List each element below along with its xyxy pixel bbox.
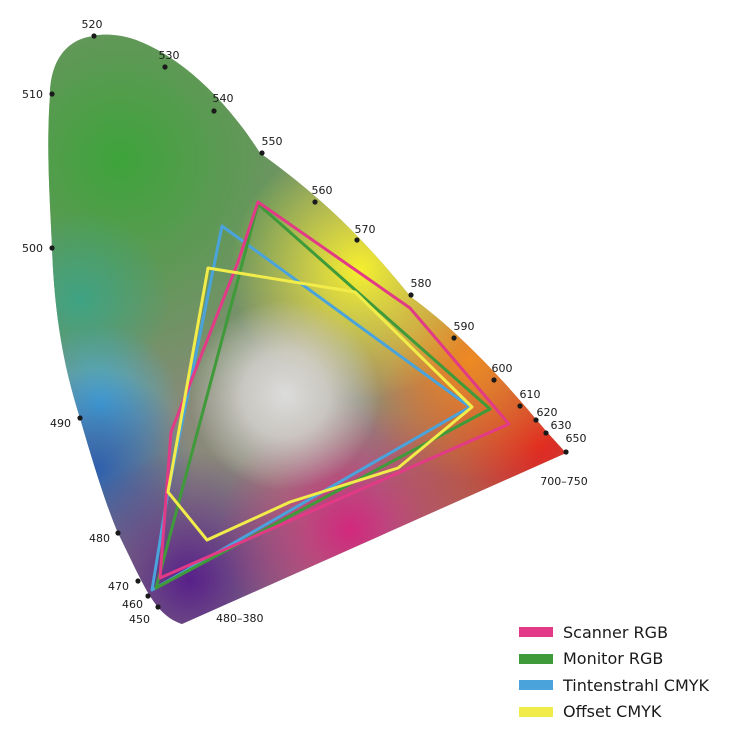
legend-label: Monitor RGB [563, 649, 664, 669]
wavelength-label: 500 [22, 242, 43, 255]
wavelength-label: 620 [537, 406, 558, 419]
legend-item-monitor-rgb: Monitor RGB [519, 646, 709, 673]
wavelength-label: 490 [50, 417, 71, 430]
legend-label: Offset CMYK [563, 702, 662, 722]
wavelength-label: 590 [454, 320, 475, 333]
legend: Scanner RGB Monitor RGB Tintenstrahl CMY… [519, 619, 709, 725]
legend-item-tintenstrahl-cmyk: Tintenstrahl CMYK [519, 672, 709, 699]
legend-swatch [519, 627, 553, 638]
wavelength-labels: 520 530 510 540 550 560 570 500 580 590 … [22, 18, 588, 626]
wavelength-label: 600 [492, 362, 513, 375]
legend-swatch [519, 680, 553, 691]
gamut-tintenstrahl-cmyk [150, 224, 472, 592]
legend-item-offset-cmyk: Offset CMYK [519, 699, 709, 726]
wavelength-label: 480 [89, 532, 110, 545]
wavelength-label: 510 [22, 88, 43, 101]
gamut-scanner-rgb [158, 200, 511, 580]
wavelength-label: 540 [213, 92, 234, 105]
legend-label: Scanner RGB [563, 622, 669, 642]
wavelength-label: 480–380 [216, 612, 264, 625]
wavelength-label: 580 [411, 277, 432, 290]
wavelength-label: 530 [159, 49, 180, 62]
wavelength-label: 560 [312, 184, 333, 197]
wavelength-label: 460 [122, 598, 143, 611]
wavelength-label: 470 [108, 580, 129, 593]
wavelength-label: 450 [129, 613, 150, 626]
wavelength-dots [49, 33, 569, 610]
wavelength-label: 630 [551, 419, 572, 432]
gamut-offset-cmyk [166, 266, 474, 542]
wavelength-label: 570 [355, 223, 376, 236]
wavelength-label: 700–750 [540, 475, 588, 488]
legend-swatch [519, 653, 553, 664]
legend-label: Tintenstrahl CMYK [563, 675, 710, 695]
legend-item-scanner-rgb: Scanner RGB [519, 619, 709, 646]
legend-swatch [519, 706, 553, 717]
wavelength-label: 610 [520, 388, 541, 401]
gamut-monitor-rgb [154, 202, 492, 590]
wavelength-label: 520 [82, 18, 103, 31]
wavelength-label: 550 [262, 135, 283, 148]
wavelength-label: 650 [566, 432, 587, 445]
